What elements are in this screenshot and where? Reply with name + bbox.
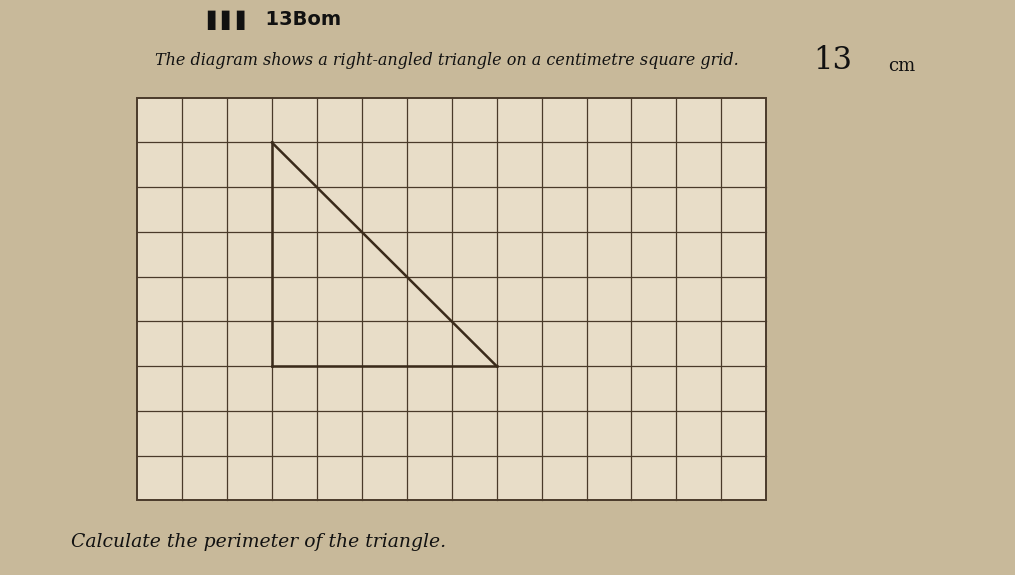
Text: The diagram shows a right-angled triangle on a centimetre square grid.: The diagram shows a right-angled triangl… [154, 52, 739, 69]
Text: Calculate the perimeter of the triangle.: Calculate the perimeter of the triangle. [71, 532, 447, 551]
Text: 13: 13 [813, 45, 852, 76]
Text: ▌▌▌  13Bom: ▌▌▌ 13Bom [207, 10, 341, 30]
Bar [137, 98, 766, 500]
Text: cm: cm [888, 57, 916, 75]
